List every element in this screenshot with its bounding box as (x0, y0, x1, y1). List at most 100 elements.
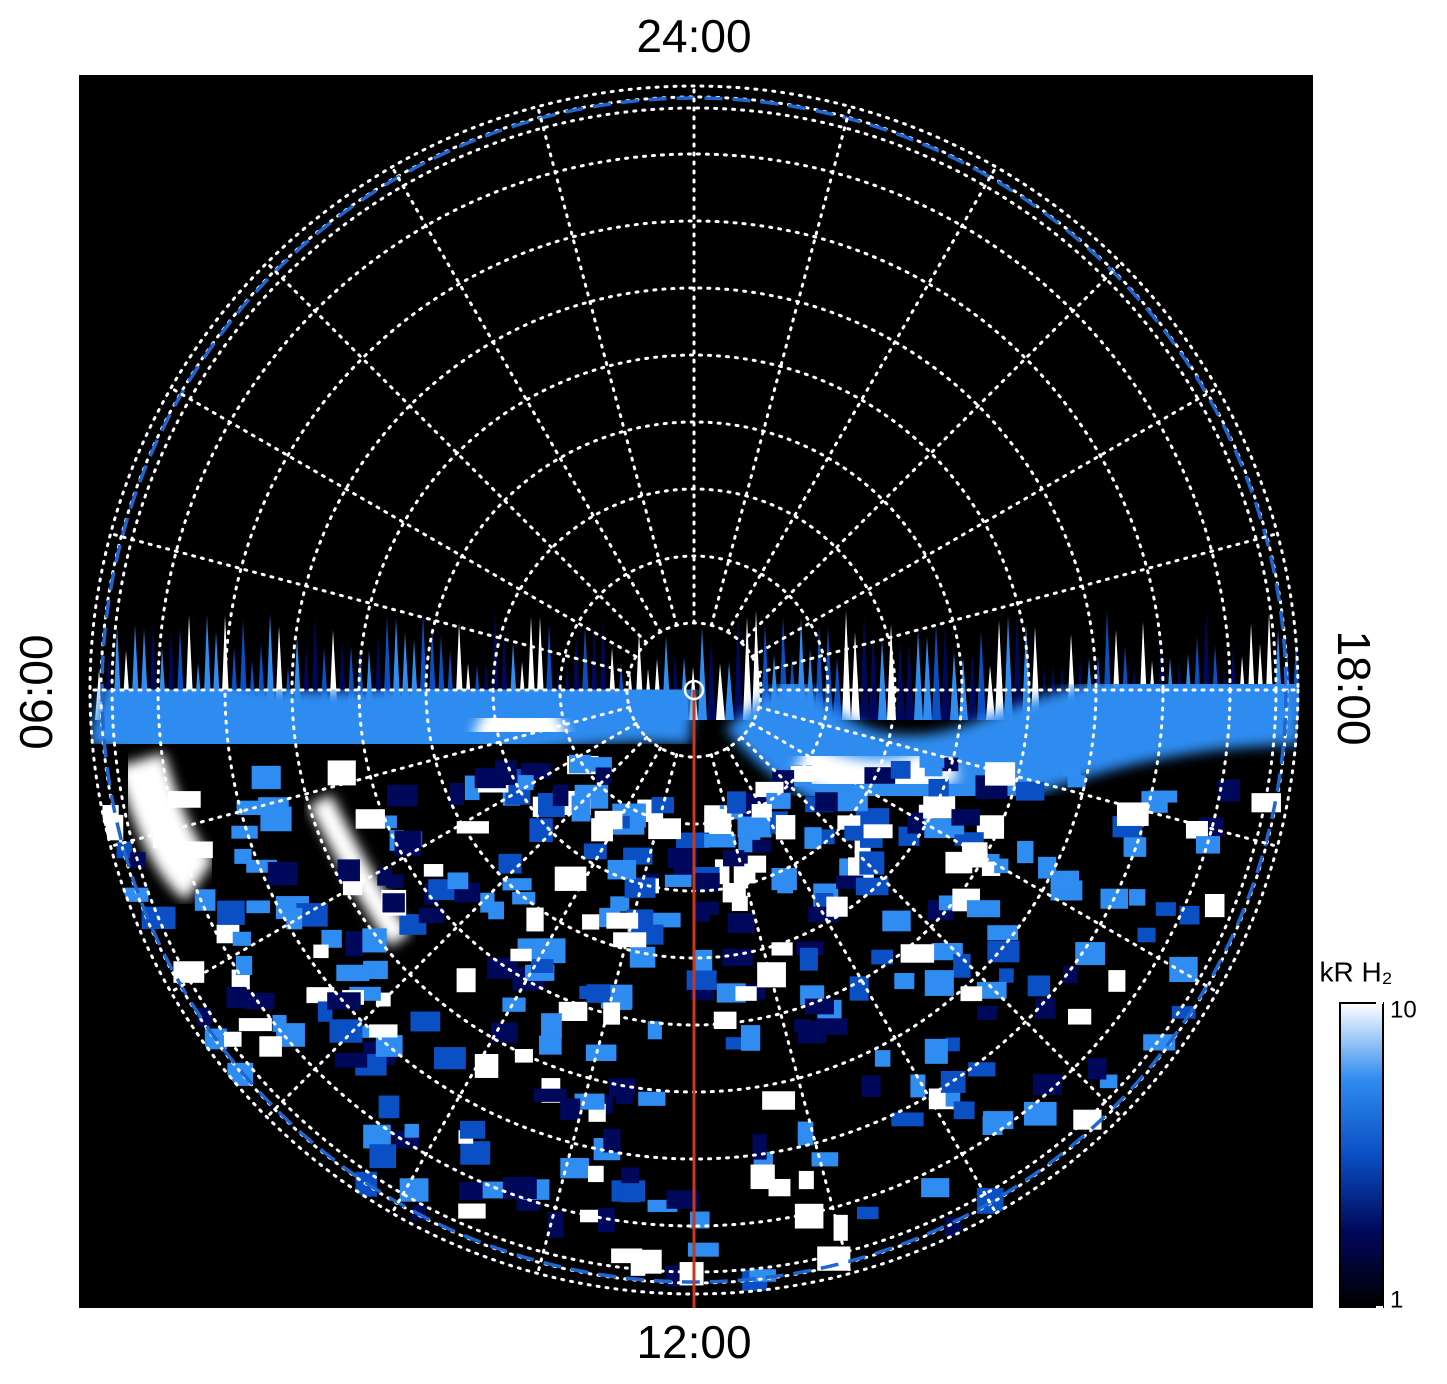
aurora-patch (498, 853, 522, 874)
aurora-patch (686, 970, 717, 990)
aurora-patch (907, 812, 924, 834)
aurora-patch (378, 1095, 400, 1119)
aurora-patch (587, 1165, 604, 1183)
aurora-spike (824, 626, 833, 720)
aurora-patch (1032, 1074, 1063, 1095)
aurora-patch (1015, 781, 1045, 801)
aurora-patch (502, 997, 526, 1012)
meridian (169, 722, 638, 994)
aurora-patch (1023, 1101, 1057, 1126)
aurora-spike (968, 652, 977, 720)
aurora-patch (984, 762, 1016, 786)
aurora-spike (1022, 624, 1031, 720)
aurora-patch (603, 1129, 621, 1153)
aurora-patch (910, 1074, 926, 1098)
meridian (750, 386, 1219, 658)
aurora-patch (694, 901, 719, 915)
meridian (709, 105, 852, 627)
aurora-patch (355, 809, 385, 829)
aurora-patch (771, 942, 793, 956)
aurora-patch (1185, 820, 1208, 839)
aurora-patch (874, 1050, 891, 1067)
aurora-patch (382, 893, 405, 913)
polar-grid (88, 84, 1300, 1296)
aurora-patch (245, 992, 275, 1010)
aurora-patch (733, 863, 756, 884)
aurora-patch (727, 913, 755, 934)
aurora-spike (1004, 615, 1013, 720)
aurora-patch (181, 841, 213, 859)
aurora-patch (296, 903, 328, 927)
aurora-patch (1108, 970, 1126, 992)
aurora-patch (629, 946, 656, 968)
aurora-patch (345, 931, 364, 957)
aurora-patch (487, 957, 518, 979)
aurora-patch (232, 931, 251, 946)
aurora-patch (234, 848, 252, 864)
meridian (390, 746, 662, 1215)
aurora-patch (890, 760, 911, 779)
aurora-patch (977, 1006, 997, 1020)
aurora-patch (762, 1091, 796, 1110)
aurora-patch (919, 754, 945, 768)
colorbar-label: kR H₂ (1319, 956, 1392, 987)
aurora-patch (1169, 956, 1198, 983)
aurora-spike (707, 640, 716, 720)
aurora-patch (459, 1120, 486, 1139)
aurora-patch (321, 929, 342, 948)
aurora-patch (329, 1019, 363, 1043)
aurora-patch (1038, 856, 1057, 879)
aurora-spike (842, 610, 851, 720)
meridian (536, 753, 679, 1275)
meridian (265, 735, 649, 1119)
aurora-patch (994, 858, 1009, 874)
aurora-patch (410, 1011, 441, 1032)
aurora-patch (798, 1170, 814, 1190)
aurora-patch (894, 973, 915, 990)
aurora-patch (667, 847, 698, 868)
aurora-patch (642, 924, 664, 945)
meridian (390, 165, 662, 634)
aurora-patch (1195, 836, 1221, 854)
aurora-patch (871, 949, 894, 965)
aurora-patch (586, 984, 611, 1003)
aurora-patch (259, 1036, 282, 1057)
colorbar (1339, 1002, 1384, 1308)
aurora-patch (713, 1011, 737, 1030)
aurora-patch (449, 782, 464, 806)
aurora-patch (552, 784, 569, 807)
hour-label: 18:00 (1328, 630, 1380, 745)
latitude-circle (357, 353, 1031, 1027)
aurora-spike (878, 640, 887, 720)
aurora-patch (900, 944, 935, 963)
aurora-patch (651, 912, 681, 928)
aurora-patch (554, 866, 587, 891)
meridian (739, 735, 1123, 1119)
aurora-patch (864, 767, 896, 784)
aurora-patch (816, 1018, 848, 1035)
aurora-patch (987, 940, 1020, 963)
aurora-spike (1031, 626, 1040, 720)
aurora-patch (940, 1070, 966, 1093)
aurora-patch (582, 914, 600, 930)
aurora-patch (620, 1183, 641, 1203)
meridian (750, 722, 1219, 994)
aurora-patch (861, 1075, 881, 1097)
aurora-patch (704, 805, 720, 826)
aurora-patch (286, 907, 303, 930)
aurora-patch (327, 992, 361, 1010)
aurora-spike (932, 624, 941, 720)
aurora-patch (217, 900, 245, 925)
aurora-patch (394, 830, 421, 857)
aurora-spike (860, 614, 869, 720)
aurora-patch (811, 1152, 839, 1167)
aurora-patch (459, 1182, 483, 1201)
aurora-patch (518, 775, 534, 791)
aurora-patch (235, 956, 253, 976)
aurora-patch (571, 795, 591, 822)
aurora-patch (505, 787, 531, 805)
aurora-spike (716, 663, 725, 720)
aurora-patch (1148, 790, 1178, 803)
aurora-patch (547, 1212, 564, 1238)
